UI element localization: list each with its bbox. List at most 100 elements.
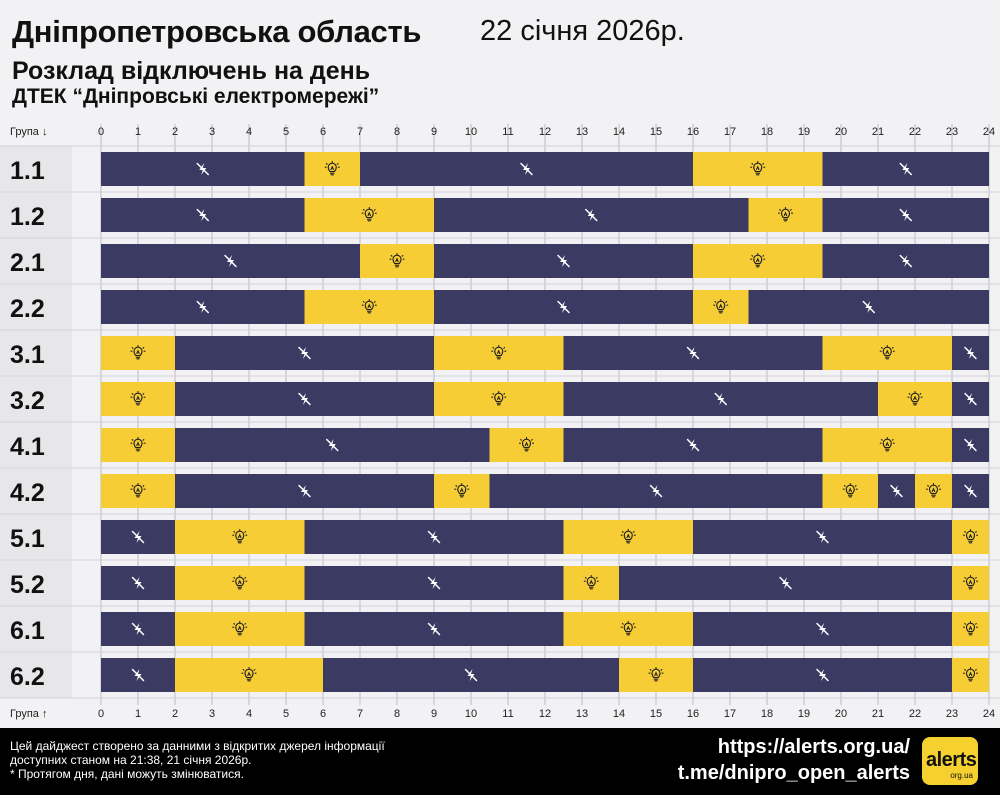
row-label-background [0,514,72,560]
disclaimer-line: * Протягом дня, дані можуть змінюватися. [10,767,244,781]
power-on-segment [563,520,693,554]
hour-tick-label: 15 [650,126,662,138]
hour-tick-label: 9 [431,126,437,138]
power-on-segment [693,290,749,324]
hour-tick-label: 14 [613,708,625,720]
hour-tick-label: 17 [724,126,736,138]
company-name: ДТЕК “Дніпровські електромережі” [12,85,380,108]
hour-tick-label: 1 [135,708,141,720]
power-on-segment [175,520,305,554]
power-on-segment [563,612,693,646]
group-label: 6.1 [10,617,45,645]
power-on-segment [304,198,434,232]
row-label-background [0,468,72,514]
power-on-segment [101,336,175,370]
hour-tick-label: 15 [650,708,662,720]
power-on-segment [360,244,434,278]
power-on-segment [489,428,564,462]
hour-tick-label: 9 [431,708,437,720]
hour-tick-label: 3 [209,126,215,138]
hour-tick-label: 2 [172,708,178,720]
hour-tick-label: 12 [539,708,551,720]
hour-tick-label: 20 [835,126,847,138]
power-on-segment [915,474,952,508]
power-on-segment [748,198,823,232]
hour-tick-label: 6 [320,708,326,720]
group-label: 2.2 [10,295,45,323]
hour-tick-label: 0 [98,708,104,720]
logo-text: alerts [926,749,977,771]
hour-tick-label: 24 [983,126,995,138]
region-title: Дніпропетровська область [12,14,422,49]
hour-tick-label: 16 [687,708,699,720]
outage-schedule-chart: 1.1 1.2 2.1 2.2 3.1 3.2 4.1 4.2 5.1 5.2 6.1 6.2 Гру… [0,124,1000,720]
power-on-segment [304,152,360,186]
power-on-segment [878,382,952,416]
hour-tick-label: 8 [394,708,400,720]
hour-tick-label: 24 [983,708,995,720]
hour-tick-label: 5 [283,126,289,138]
disclaimer-line: доступних станом на 21:38, 21 січня 2026… [10,753,252,767]
power-on-segment [693,152,823,186]
hour-tick-label: 18 [761,126,773,138]
hour-tick-label: 21 [872,708,884,720]
footer: Цей дайджест створено за данними з відкр… [0,728,1000,795]
group-label: 6.2 [10,663,45,691]
telegram-link[interactable]: t.me/dnipro_open_alerts [677,762,910,784]
group-label: 5.1 [10,525,45,553]
hour-tick-label: 5 [283,708,289,720]
power-on-segment [175,566,305,600]
power-on-segment [952,658,989,692]
hour-tick-label: 22 [909,708,921,720]
hour-tick-label: 16 [687,126,699,138]
hour-tick-label: 3 [209,708,215,720]
power-on-segment [101,382,175,416]
row-label-background [0,192,72,238]
hour-tick-label: 7 [357,708,363,720]
hour-tick-label: 6 [320,126,326,138]
hour-tick-label: 12 [539,126,551,138]
group-label: 1.1 [10,157,45,185]
hour-tick-label: 23 [946,126,958,138]
hour-tick-label: 19 [798,126,810,138]
hour-tick-label: 2 [172,126,178,138]
hour-tick-label: 4 [246,708,252,720]
power-on-segment [304,290,434,324]
power-on-segment [952,612,989,646]
power-on-segment [434,336,564,370]
hour-tick-label: 10 [465,126,477,138]
power-on-segment [101,428,175,462]
power-on-segment [822,428,952,462]
hour-tick-label: 17 [724,708,736,720]
row-label-background [0,238,72,284]
group-label: 1.2 [10,203,45,231]
disclaimer-line: Цей дайджест створено за данними з відкр… [10,739,385,753]
power-on-segment [952,520,989,554]
row-label-background [0,560,72,606]
group-label: 2.1 [10,249,45,277]
hour-tick-label: 21 [872,126,884,138]
power-on-segment [101,474,175,508]
hour-tick-label: 23 [946,708,958,720]
site-link[interactable]: https://alerts.org.ua/ [717,736,910,758]
row-label-background [0,376,72,422]
disclaimer: Цей дайджест створено за данними з відкр… [10,739,510,781]
hour-tick-label: 20 [835,708,847,720]
alerts-logo[interactable]: alerts org.ua [922,737,978,785]
group-label: 4.2 [10,479,45,507]
hour-tick-label: 4 [246,126,252,138]
hour-tick-label: 11 [502,708,513,720]
power-on-segment [693,244,823,278]
schedule-date: 22 січня 2026р. [480,15,685,47]
row-label-background [0,284,72,330]
hour-tick-label: 19 [798,708,810,720]
power-on-segment [434,382,564,416]
page-subtitle: Розклад відключень на день [12,57,371,85]
row-label-background [0,330,72,376]
power-on-segment [822,474,878,508]
hour-tick-label: 11 [502,126,513,138]
logo-subtext: org.ua [950,771,973,780]
power-on-segment [563,566,619,600]
hour-tick-label: 13 [576,126,588,138]
power-on-segment [952,566,989,600]
